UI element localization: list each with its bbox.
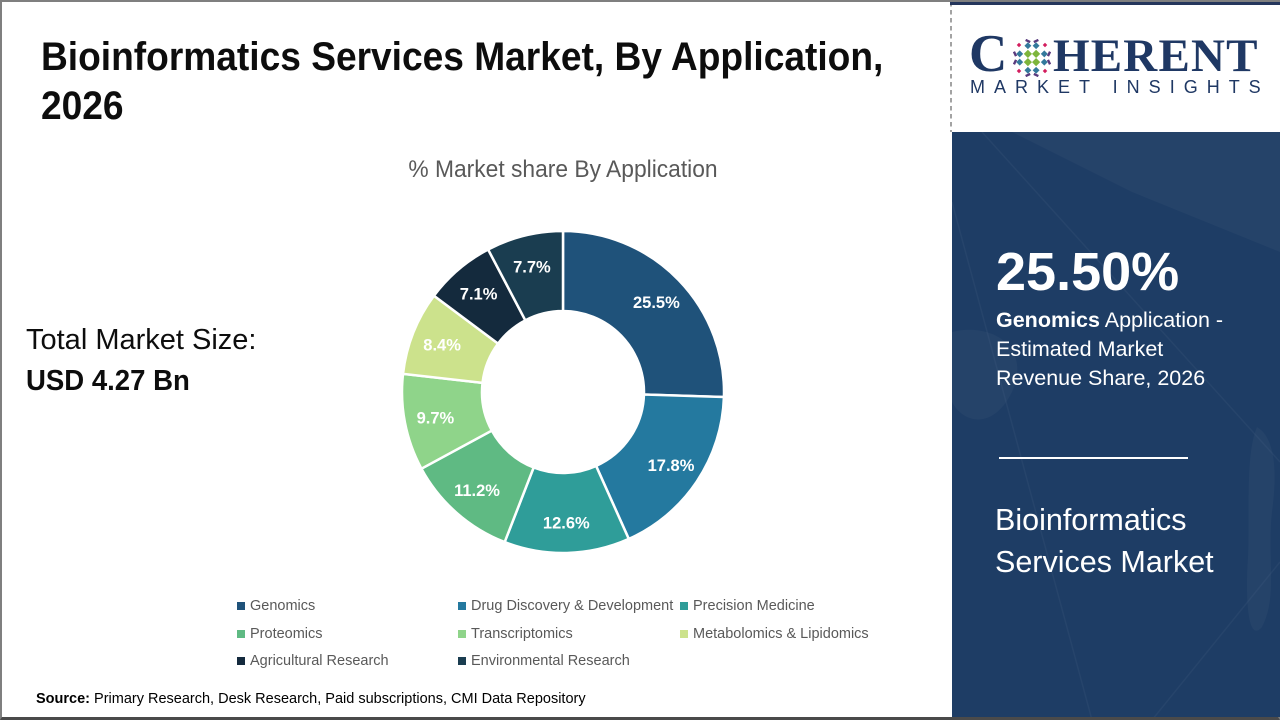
svg-text:25.5%: 25.5% [633,294,680,312]
svg-text:7.7%: 7.7% [513,258,551,276]
svg-text:11.2%: 11.2% [454,482,500,500]
svg-text:17.8%: 17.8% [648,457,695,475]
svg-text:9.7%: 9.7% [417,409,455,427]
svg-text:12.6%: 12.6% [543,515,590,533]
svg-text:8.4%: 8.4% [423,337,461,355]
svg-text:7.1%: 7.1% [460,286,498,304]
